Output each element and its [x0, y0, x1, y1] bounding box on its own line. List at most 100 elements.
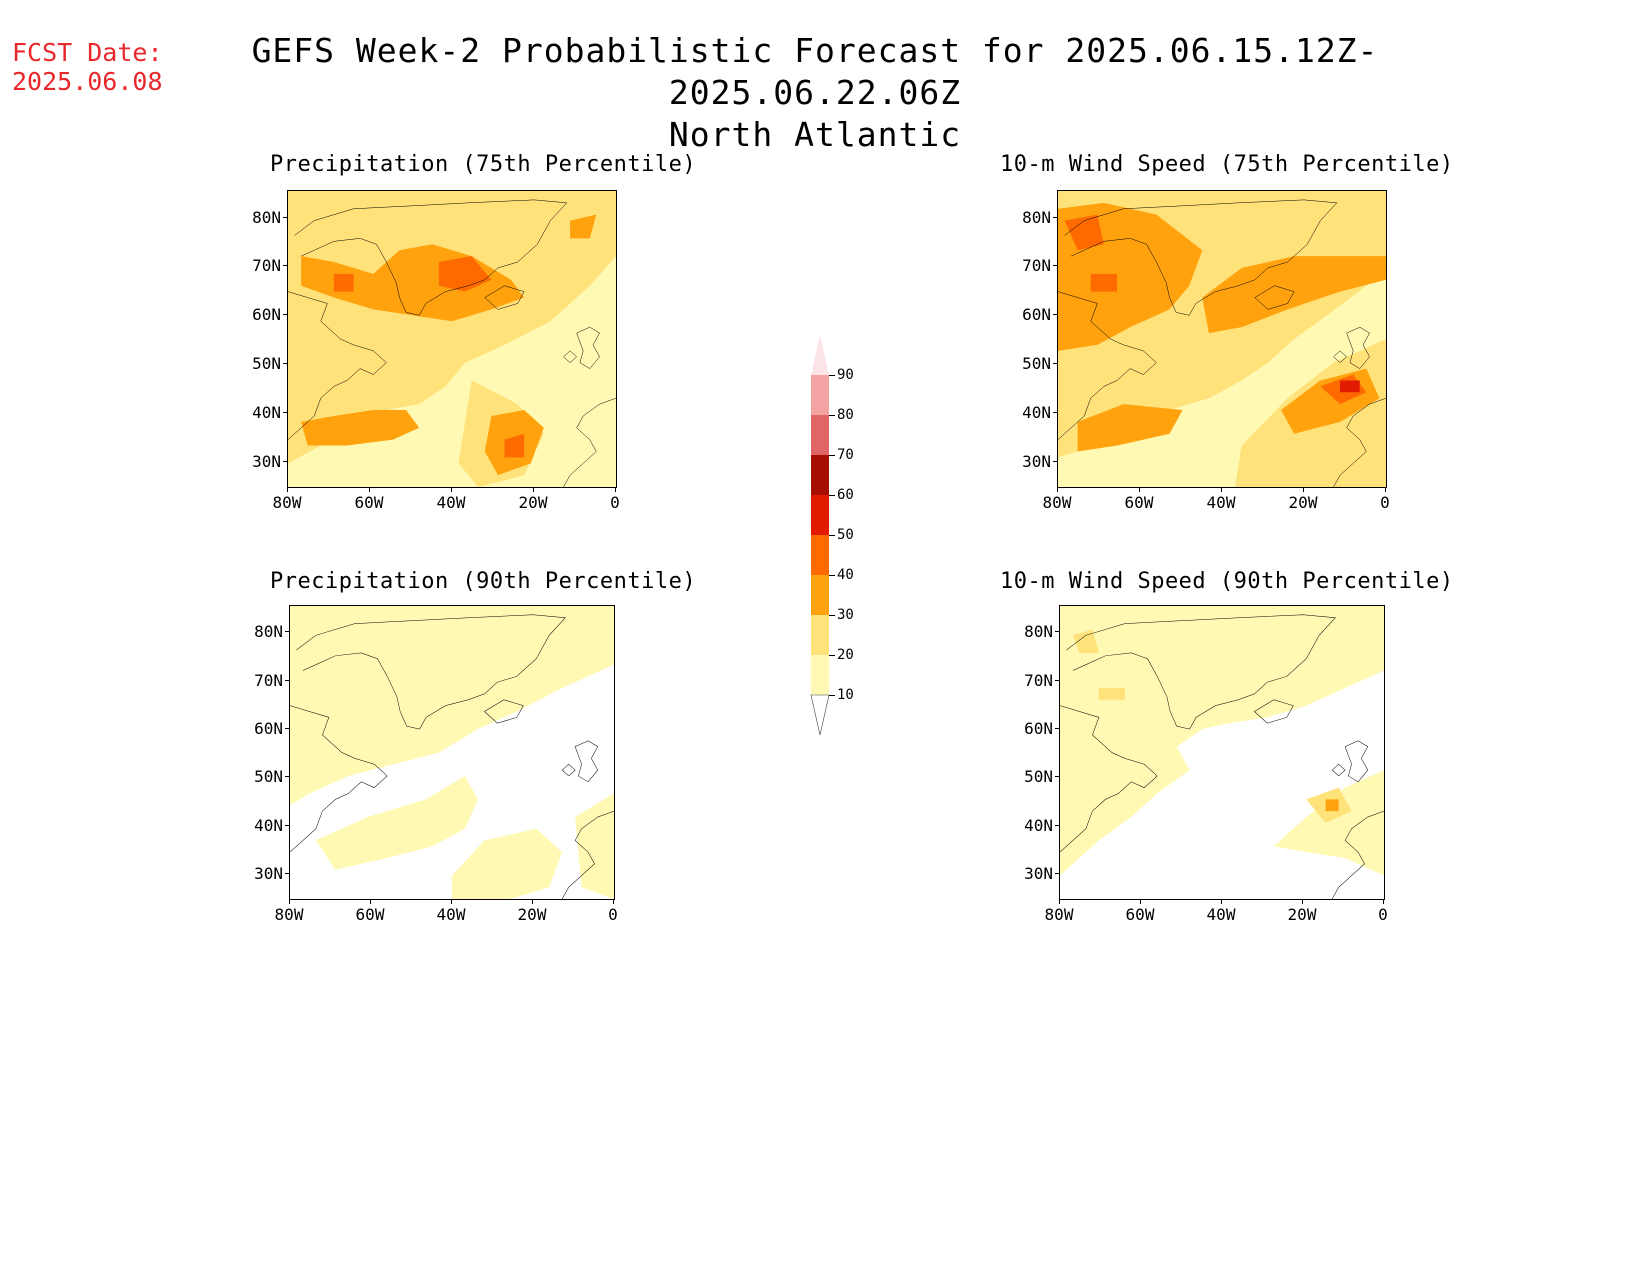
lon-tick-label: 20W — [1288, 493, 1318, 512]
map-wind90 — [1059, 605, 1385, 900]
map-precip90 — [289, 605, 615, 900]
fcst-date-block: FCST Date: 2025.06.08 — [12, 38, 163, 96]
lat-tick-mark — [1053, 363, 1058, 365]
lon-tick-label: 0 — [608, 905, 618, 924]
coastline — [1255, 286, 1294, 310]
lat-tick-mark — [1053, 412, 1058, 413]
colorbar-swatch — [811, 495, 829, 535]
lat-tick-label: 80N — [252, 207, 281, 227]
lon-tick-mark — [532, 899, 533, 904]
contour-fill — [315, 775, 478, 870]
lat-tick-label: 40N — [1022, 403, 1051, 422]
lat-tick-mark — [1053, 314, 1058, 316]
map-field-wind90 — [1060, 606, 1384, 899]
colorbar-tick — [829, 455, 835, 456]
lat-tick-mark — [1055, 873, 1060, 875]
lat-tick-mark — [1055, 728, 1060, 730]
lon-tick-label: 60W — [1124, 493, 1154, 512]
contour-fill — [1202, 256, 1386, 334]
lat-tick-label: 70N — [254, 670, 283, 690]
lon-tick-label: 80W — [274, 905, 304, 924]
contour-fill — [290, 606, 614, 806]
colorbar — [805, 335, 865, 745]
lon-tick-mark — [1303, 487, 1304, 492]
colorbar-tick — [829, 495, 835, 496]
colorbar-tick — [829, 575, 835, 576]
lon-tick-mark — [1057, 487, 1058, 492]
lat-tick-mark — [1055, 631, 1060, 633]
lat-tick-label: 80N — [254, 622, 283, 642]
lat-tick-mark — [285, 824, 290, 826]
lat-tick-mark — [283, 412, 288, 413]
lat-tick-label: 70N — [1024, 670, 1053, 690]
lon-tick-mark — [1139, 487, 1140, 492]
lon-tick-label: 0 — [610, 493, 620, 512]
lat-tick-label: 50N — [254, 767, 283, 787]
lat-tick-mark — [285, 776, 290, 778]
lat-tick-mark — [285, 679, 290, 681]
lon-tick-mark — [289, 899, 290, 904]
lon-tick-mark — [533, 487, 534, 492]
lat-tick-label: 30N — [1024, 864, 1053, 884]
contour-fill — [1340, 380, 1360, 393]
lat-tick-label: 70N — [252, 256, 281, 276]
lon-tick-label: 80W — [272, 493, 302, 512]
map-precip75 — [287, 190, 617, 488]
coastline — [1334, 398, 1386, 487]
contour-fill — [452, 828, 563, 899]
colorbar-label: 10 — [837, 687, 854, 703]
colorbar-tick — [829, 375, 835, 376]
map-field-precip75 — [288, 191, 616, 487]
colorbar-tick — [829, 615, 835, 616]
lat-tick-label: 80N — [1022, 207, 1051, 227]
lon-tick-mark — [287, 487, 288, 492]
contour-fill — [570, 214, 597, 239]
colorbar-tick — [829, 415, 835, 416]
contour-fill — [301, 410, 420, 446]
colorbar-tick — [829, 695, 835, 696]
coastline — [288, 292, 386, 440]
lat-tick-label: 60N — [254, 719, 283, 739]
lon-tick-mark — [451, 487, 452, 492]
lat-tick-mark — [283, 460, 288, 462]
lat-tick-label: 40N — [254, 815, 283, 835]
lat-tick-label: 60N — [1022, 305, 1051, 325]
lon-tick-mark — [615, 487, 616, 492]
contour-fill — [1072, 629, 1099, 653]
contour-fill — [1325, 799, 1339, 812]
lon-tick-mark — [1385, 487, 1386, 492]
colorbar-label: 70 — [837, 447, 854, 463]
coastline — [1065, 200, 1337, 315]
colorbar-swatch — [811, 535, 829, 575]
page-title: GEFS Week-2 Probabilistic Forecast for 2… — [251, 31, 1379, 112]
coastline — [1060, 706, 1157, 853]
lon-tick-label: 80W — [1044, 905, 1074, 924]
colorbar-label: 60 — [837, 487, 854, 503]
lon-tick-mark — [369, 487, 370, 492]
lat-tick-label: 40N — [1024, 815, 1053, 835]
lat-tick-label: 50N — [1022, 354, 1051, 374]
contour-fill — [1077, 404, 1183, 452]
contour-fill — [504, 433, 525, 458]
coastline — [564, 351, 577, 363]
lat-tick-mark — [1055, 824, 1060, 826]
coastline — [1334, 351, 1347, 363]
contour-fill — [575, 793, 614, 899]
lat-tick-label: 30N — [1022, 451, 1051, 471]
coastline — [577, 327, 600, 368]
colorbar-tick — [829, 535, 835, 536]
lat-tick-mark — [1055, 679, 1060, 681]
lat-tick-mark — [285, 728, 290, 730]
lat-tick-label: 50N — [1024, 767, 1053, 787]
coastline — [1332, 764, 1345, 776]
coastline — [296, 615, 565, 729]
contour-fill — [1098, 688, 1125, 700]
coastline — [1058, 292, 1156, 440]
main-title-block: GEFS Week-2 Probabilistic Forecast for 2… — [160, 30, 1470, 156]
page-subtitle: North Atlantic — [668, 115, 962, 154]
coastline — [484, 700, 523, 723]
coastline — [290, 706, 387, 853]
lat-tick-mark — [1053, 265, 1058, 267]
contour-fill — [288, 191, 616, 464]
colorbar-top-tip — [811, 335, 829, 375]
